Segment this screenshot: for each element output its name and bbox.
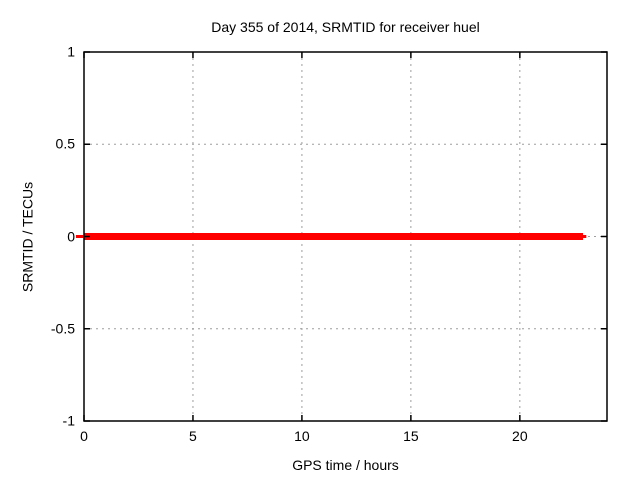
axis-ticks <box>83 51 607 422</box>
x-tick-label: 10 <box>294 428 310 444</box>
chart-title: Day 355 of 2014, SRMTID for receiver hue… <box>211 19 480 35</box>
y-tick-label: 0.5 <box>55 135 75 152</box>
y-tick-label: 0 <box>67 228 75 244</box>
y-tick-label: -0.5 <box>50 320 75 337</box>
y-tick-label: 1 <box>67 43 75 60</box>
grid-lines <box>84 52 607 421</box>
y-tick-label: -1 <box>62 412 75 429</box>
x-tick-label: 0 <box>80 428 88 444</box>
x-axis-label: GPS time / hours <box>292 457 399 473</box>
x-tick-label: 20 <box>512 428 528 444</box>
x-tick-label: 5 <box>189 428 197 444</box>
x-tick-label: 15 <box>403 428 419 444</box>
